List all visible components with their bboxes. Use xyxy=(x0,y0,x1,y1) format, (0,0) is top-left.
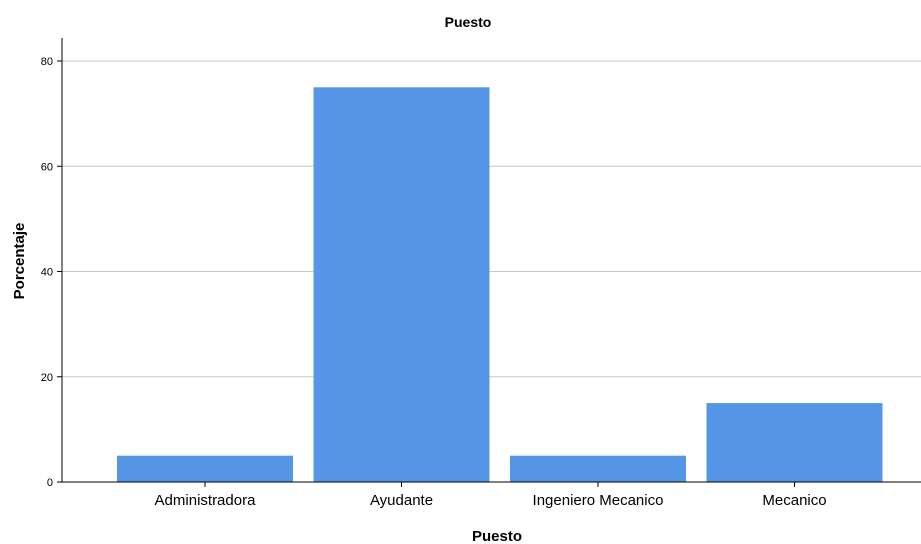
y-tick-label: 80 xyxy=(41,56,53,68)
x-tick-label: Administradora xyxy=(155,492,257,509)
y-tick-label: 20 xyxy=(41,372,53,384)
y-axis-label: Porcentaje xyxy=(11,223,28,300)
x-tick-label: Ayudante xyxy=(370,492,433,509)
bar-mecanico xyxy=(706,403,883,482)
y-axis-ticks: 0 20 40 60 80 xyxy=(41,56,62,489)
bar-administradora xyxy=(117,455,293,482)
y-tick-label: 40 xyxy=(41,267,53,279)
x-axis-label: Puesto xyxy=(472,528,522,544)
chart-title: Puesto xyxy=(445,14,492,30)
y-tick-label: 60 xyxy=(41,161,53,173)
x-tick-label: Mecanico xyxy=(762,492,826,509)
bar-ingeniero-mecanico xyxy=(510,455,686,482)
y-tick-label: 0 xyxy=(47,477,53,489)
gridlines xyxy=(62,60,921,378)
bar-ayudante xyxy=(313,87,490,482)
x-axis-ticks: Administradora Ayudante Ingeniero Mecanico… xyxy=(155,482,827,509)
x-tick-label: Ingeniero Mecanico xyxy=(533,492,664,509)
bars xyxy=(117,87,883,482)
